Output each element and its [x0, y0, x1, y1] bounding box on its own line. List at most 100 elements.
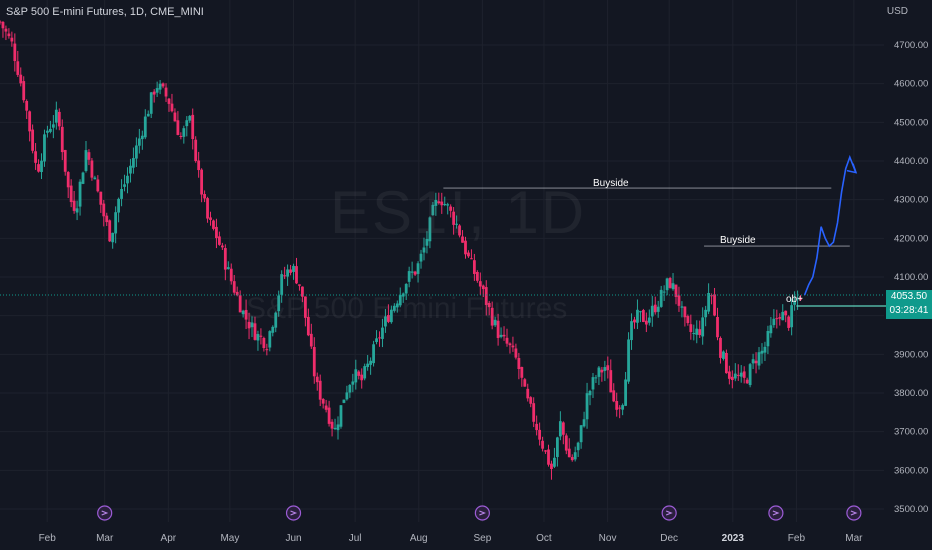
candle-body: [467, 252, 470, 257]
candle-body: [57, 111, 61, 127]
candle-body: [719, 337, 722, 358]
candle-body: [413, 271, 417, 275]
candle-body: [784, 310, 788, 316]
event-markers: [97, 505, 862, 521]
event-glyph: [101, 510, 109, 516]
event-icon: [474, 505, 490, 521]
candle-body: [7, 33, 11, 37]
candle-body: [384, 316, 387, 327]
candle-body: [511, 345, 515, 348]
candle-body: [306, 316, 310, 336]
candle-body: [262, 337, 266, 349]
candle-body: [490, 307, 494, 326]
candle-body: [351, 381, 355, 385]
candle-body: [775, 318, 779, 320]
candle-body: [695, 328, 699, 335]
x-tick-label: Dec: [660, 533, 678, 544]
candle-body: [140, 135, 144, 140]
candle-body: [250, 322, 254, 328]
time-axis[interactable]: Feb Mar Apr May Jun Jul Aug Sep Oct Nov Dec 2023 Feb…: [39, 533, 864, 544]
candle-body: [781, 311, 785, 321]
candle-body: [730, 376, 734, 381]
candle-body: [464, 240, 467, 255]
candle-body: [526, 388, 530, 399]
candle-body: [312, 347, 316, 377]
candle-body: [520, 367, 524, 378]
price-axis[interactable]: 3500.003600.003700.003800.003900.004000.…: [894, 40, 928, 515]
candle-body: [126, 175, 129, 184]
x-tick-label: Mar: [96, 533, 114, 544]
candle-body: [710, 295, 713, 297]
candle-body: [653, 304, 657, 313]
ob-label: ob+: [786, 294, 803, 305]
event-glyph: [772, 510, 780, 516]
candle-body: [114, 212, 118, 234]
candle-body: [137, 138, 141, 146]
candle-body: [419, 253, 423, 262]
x-tick-label: Jul: [349, 533, 362, 544]
candle-body: [532, 403, 536, 422]
candle-body: [778, 317, 782, 319]
candle-body: [585, 393, 589, 420]
candle-body: [81, 172, 85, 184]
candle-body: [665, 278, 669, 291]
candle-body: [188, 115, 192, 121]
candle-body: [594, 377, 598, 379]
y-tick-label: 3800.00: [894, 388, 928, 399]
candle-body: [425, 238, 429, 246]
candle-body: [226, 267, 230, 270]
candle-body: [280, 274, 284, 295]
candle-body: [514, 348, 518, 358]
y-tick-label: 4700.00: [894, 40, 928, 51]
candle-body: [455, 223, 458, 225]
candle-body: [662, 291, 666, 293]
x-tick-label: Oct: [536, 533, 552, 544]
candle-body: [597, 367, 601, 377]
candle-body: [289, 269, 292, 273]
grid-lines: [0, 0, 884, 522]
candle-body: [621, 405, 625, 410]
candle-body: [197, 160, 201, 171]
y-tick-label: 4400.00: [894, 156, 928, 167]
candle-body: [90, 160, 94, 178]
candle-body: [51, 124, 55, 128]
candle-body: [218, 236, 221, 245]
candle-body: [354, 369, 358, 383]
candle-body: [591, 377, 595, 390]
candle-body: [698, 329, 702, 336]
candle-body: [760, 350, 764, 354]
candle-body: [600, 369, 604, 373]
candle-body: [733, 373, 737, 379]
candle-body: [561, 422, 565, 435]
candle-body: [481, 285, 485, 290]
candle-body: [487, 302, 491, 308]
y-tick-label: 3600.00: [894, 465, 928, 476]
y-tick-label: 3900.00: [894, 349, 928, 360]
candle-body: [123, 184, 126, 187]
candle-body: [167, 98, 171, 104]
candle-body: [286, 269, 289, 277]
candle-body: [19, 74, 23, 84]
candle-body: [398, 294, 402, 306]
candle-body: [461, 236, 464, 243]
candle-body: [10, 37, 14, 42]
candle-body: [46, 130, 49, 133]
candle-body: [4, 28, 8, 32]
candle-body: [13, 43, 17, 62]
candle-body: [763, 346, 767, 353]
candle-body: [43, 134, 46, 162]
x-tick-label: Sep: [473, 533, 491, 544]
y-tick-label: 4600.00: [894, 79, 928, 90]
candle-body: [443, 203, 447, 206]
candle-body: [606, 365, 610, 371]
y-tick-label: 3700.00: [894, 427, 928, 438]
candle-body: [704, 309, 708, 318]
candle-body: [573, 452, 577, 460]
y-tick-label: 3500.00: [894, 504, 928, 515]
candle-body: [129, 165, 132, 174]
candle-body: [633, 319, 636, 323]
candle-body: [751, 359, 755, 364]
candle-body: [321, 399, 325, 404]
candle-body: [458, 225, 461, 236]
